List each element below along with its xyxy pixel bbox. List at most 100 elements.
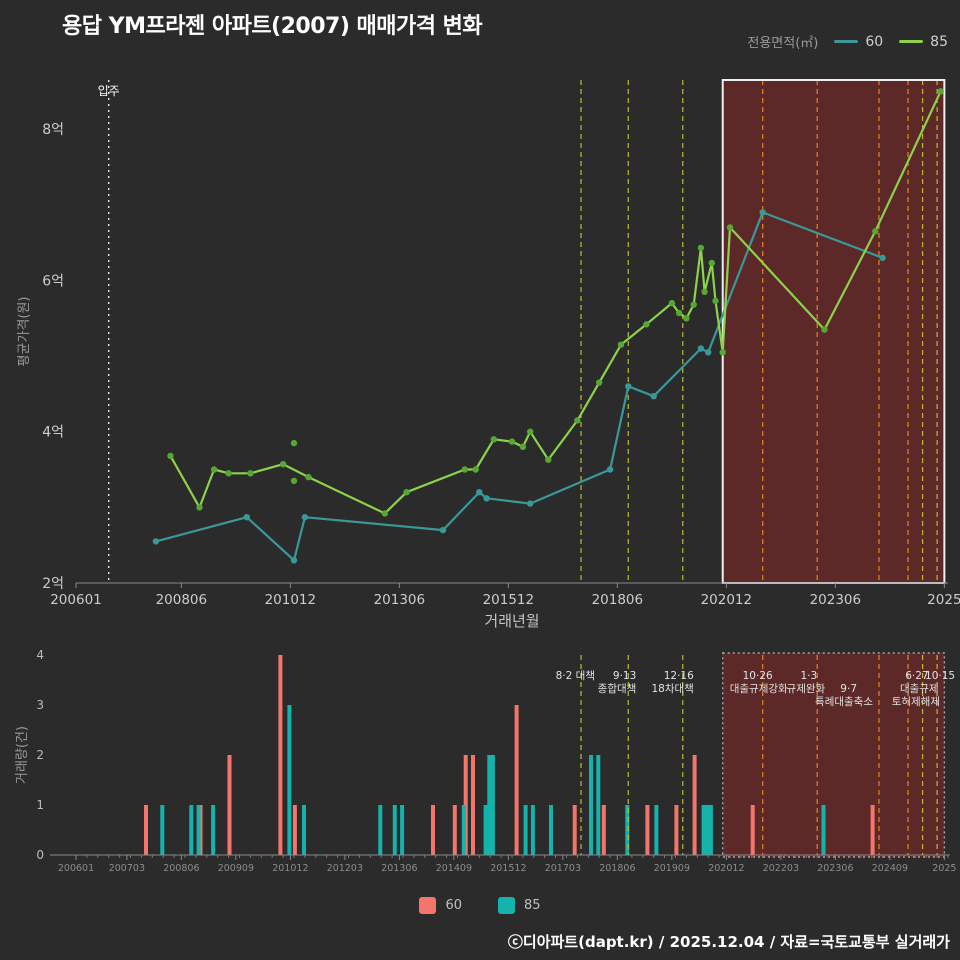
legend-item-85[interactable]: 85 [899,34,948,50]
volume-bar [483,805,488,855]
svg-text:201409: 201409 [436,863,472,874]
volume-bar [287,705,292,855]
volume-bar [452,805,457,855]
svg-text:201306: 201306 [374,592,426,608]
svg-text:2: 2 [36,748,44,762]
x-axis: 200601 200806 201012 201306 201512 201806 2020… [50,582,960,608]
svg-text:2025: 2025 [927,592,960,608]
price-series-85 [167,88,944,517]
policy-annotation: 토허제해제 [892,695,940,708]
legend-title: 전용면적(㎡) [747,36,819,51]
volume-bar [523,805,528,855]
volume-legend-label-85: 85 [524,898,541,913]
volume-legend-item-85[interactable]: 85 [498,897,541,914]
volume-bar [645,805,650,855]
y-axis-title: 평균가격(원) [17,297,32,367]
svg-text:202012: 202012 [701,592,753,608]
svg-text:200806: 200806 [156,592,208,608]
volume-bar [654,805,659,855]
svg-text:200601: 200601 [50,592,102,608]
svg-text:201012: 201012 [265,592,317,608]
svg-text:200703: 200703 [109,863,145,874]
policy-annotation: 9·13 [613,670,636,682]
volume-bar [461,805,466,855]
policy-annotation: 8·2 대책 [556,670,595,682]
volume-bar [211,805,216,855]
volume-bar [292,805,297,855]
svg-text:4억: 4억 [42,425,64,441]
highlight-border-dotted [722,652,946,858]
volume-bar [708,805,713,855]
area-legend: 전용면적(㎡) 60 85 [747,32,948,52]
volume-bar [870,805,875,855]
policy-annotation: 12·16 [664,670,694,682]
svg-text:201806: 201806 [599,863,635,874]
svg-text:202409: 202409 [872,863,908,874]
policy-lines [580,655,938,855]
volume-bar [431,805,435,855]
svg-text:201306: 201306 [381,863,417,874]
svg-text:200806: 200806 [163,863,199,874]
legend-label-60: 60 [865,33,884,50]
volume-bar [471,755,475,855]
line-swatch-85 [899,40,924,43]
svg-text:200601: 200601 [58,863,94,874]
volume-bar [750,805,755,855]
svg-text:200909: 200909 [218,863,254,874]
policy-annotation: 10·15 [925,670,955,682]
policy-annotation: 10·26 [743,670,773,682]
volume-bar [514,705,519,855]
volume-bar [625,805,630,855]
svg-text:2025: 2025 [932,863,956,874]
volume-legend: 60 85 [0,897,960,914]
volume-bar [589,755,593,855]
x-axis-title: 거래년월 [484,612,539,630]
volume-bar [821,805,826,855]
volume-bar [144,805,148,855]
volume-bar [378,805,383,855]
highlight-region [722,653,945,857]
volume-bar [392,805,397,855]
volume-series-85 [160,705,826,855]
svg-text:1: 1 [36,798,44,812]
y-axis: 2억 4억 6억 8억 [42,122,64,592]
svg-text:202306: 202306 [817,863,853,874]
legend-item-60[interactable]: 60 [834,34,883,50]
volume-legend-item-60[interactable]: 60 [419,897,462,914]
volume-bar [530,805,535,855]
svg-text:8억: 8억 [42,122,64,138]
volume-bar [692,755,697,855]
move-in-label: 입주 [98,84,120,98]
policy-annotation: 대출규제 [900,683,939,695]
volume-bar [674,805,679,855]
volume-bar [196,805,201,855]
svg-text:201012: 201012 [272,863,308,874]
volume-bar [701,805,706,855]
volume-chart: 200601 200703 200806 200909 201012 201203 2013… [15,648,956,874]
policy-annotation: 종합대책 [598,683,637,695]
volume-bar [490,755,495,855]
price-series-60 [152,209,886,564]
policy-annotation: 9·7 [840,683,857,695]
volume-bar [278,655,283,855]
bar-swatch-85 [498,897,515,914]
volume-bar [601,805,606,855]
svg-text:0: 0 [36,848,44,862]
volume-bar [400,805,405,855]
policy-annotation: 6·27 [905,670,928,682]
volume-bar [549,805,553,855]
svg-text:6억: 6억 [42,273,64,289]
volume-bar [160,805,165,855]
policy-annotation: 대출규제강화 [730,683,788,695]
y-axis-title: 거래량(건) [15,726,30,784]
svg-text:201512: 201512 [483,592,535,608]
bar-swatch-60 [419,897,437,914]
x-axis: 200601 200703 200806 200909 201012 201203 2013… [50,854,956,874]
svg-text:202012: 202012 [708,863,744,874]
svg-text:3: 3 [36,698,44,712]
svg-text:4: 4 [36,648,44,662]
volume-bar [705,805,710,855]
